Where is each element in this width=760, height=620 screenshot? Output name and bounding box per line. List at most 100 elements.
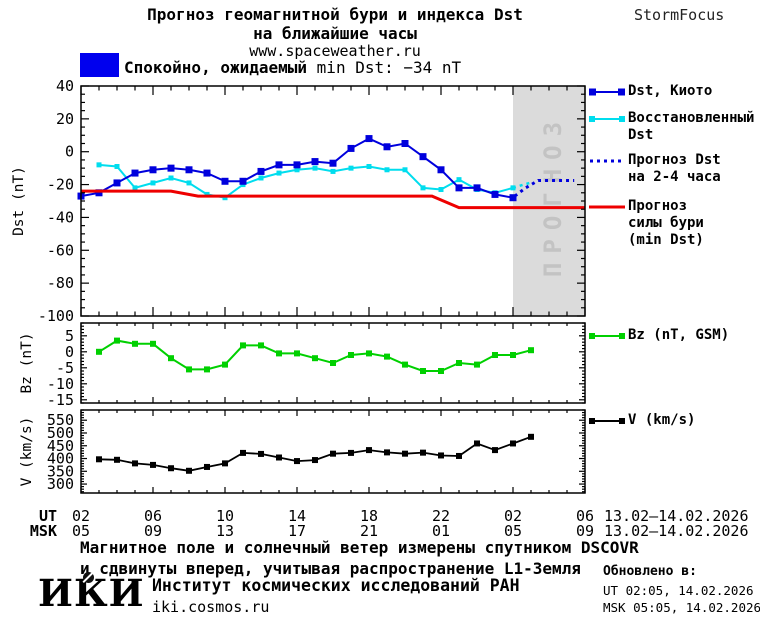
- svg-text:-15: -15: [47, 391, 74, 409]
- svg-text:05: 05: [504, 522, 522, 540]
- svg-text:13.02–14.02.2026: 13.02–14.02.2026: [604, 507, 749, 525]
- dst-forecast-marker-icon: [590, 159, 625, 163]
- svg-text:02: 02: [72, 507, 90, 525]
- svg-text:40: 40: [56, 77, 74, 95]
- svg-text:-10: -10: [47, 375, 74, 393]
- series-v-km-s-: [96, 433, 534, 474]
- website-link[interactable]: www.spaceweather.ru: [249, 42, 421, 60]
- svg-text:14: 14: [288, 507, 306, 525]
- svg-text:22: 22: [432, 507, 450, 525]
- svg-text:300: 300: [47, 475, 74, 493]
- v-marker-icon: [589, 418, 625, 424]
- axis-ticks: [80, 85, 586, 317]
- status-text-en: min Dst: −34 nT: [316, 58, 462, 77]
- storm-level-swatch: [80, 53, 119, 77]
- satellite-dot-icon: [82, 572, 94, 583]
- updated-ut: UT 02:05, 14.02.2026: [603, 583, 754, 598]
- status-text: Спокойно, ожидаемый min Dst: −34 nT: [124, 58, 461, 77]
- series-dst-: [77, 135, 517, 202]
- dst-legend: Dst, Киото Восстановленный Dst Прогноз D…: [589, 83, 759, 263]
- svg-text:5: 5: [65, 327, 74, 345]
- legend-label: Bz (nT, GSM): [628, 327, 730, 343]
- y-tick-labels: 50-5-10-15: [47, 327, 74, 409]
- legend-item-dst-forecast: Прогноз Dst на 2-4 часа: [589, 152, 721, 186]
- bz-legend: Bz (nT, GSM): [589, 327, 759, 347]
- ut-row: UT 02 06 10 14 18 22 02 06 13.02–14.02.2026: [39, 507, 749, 525]
- bz-marker-icon: [589, 333, 625, 339]
- svg-text:450: 450: [47, 437, 74, 455]
- updated-label: Обновлено в:: [603, 564, 697, 579]
- svg-text:21: 21: [360, 522, 378, 540]
- legend-item-v: V (km/s): [589, 412, 695, 429]
- svg-text:UT: UT: [39, 507, 57, 525]
- institute-site-link[interactable]: iki.cosmos.ru: [152, 598, 270, 616]
- v-legend: V (km/s): [589, 412, 759, 432]
- svg-text:-5: -5: [56, 359, 74, 377]
- dst-chart-panel: ПРОГНОЗ 40 20 0 -20 -40 -60 -80 -100 Dst (nT): [11, 77, 586, 325]
- svg-text:09: 09: [144, 522, 162, 540]
- updated-msk: MSK 05:05, 14.02.2026: [603, 600, 760, 615]
- forecast-band: [513, 86, 585, 316]
- svg-text:13.02–14.02.2026: 13.02–14.02.2026: [604, 522, 749, 540]
- svg-text:09: 09: [576, 522, 594, 540]
- series--min-dst-: [81, 189, 585, 210]
- v-axis-title: V (km/s): [19, 417, 35, 487]
- brand-label: StormFocus: [634, 6, 725, 24]
- footnote-line1: Магнитное поле и солнечный ветер измерен…: [80, 538, 639, 557]
- svg-text:-40: -40: [47, 208, 74, 226]
- legend-label: Dst, Киото: [628, 83, 713, 99]
- svg-text:01: 01: [432, 522, 450, 540]
- svg-text:500: 500: [47, 424, 74, 442]
- svg-text:10: 10: [216, 507, 234, 525]
- institute-name: Институт космических исследований РАН: [152, 576, 520, 595]
- dst-kyoto-marker-icon: [589, 88, 625, 96]
- svg-text:-20: -20: [47, 176, 74, 194]
- logo-letter-i1: И: [38, 571, 74, 615]
- page-subtitle: на ближайшие часы: [253, 24, 417, 43]
- header: Прогноз геомагнитной бури и индекса Dst …: [85, 5, 585, 60]
- svg-text:05: 05: [72, 522, 90, 540]
- bz-chart-panel: 50-5-10-15 Bz (nT): [19, 322, 586, 409]
- svg-text:-100: -100: [38, 307, 74, 325]
- axis-ticks: [80, 322, 586, 404]
- legend-item-bz: Bz (nT, GSM): [589, 327, 729, 344]
- svg-text:-80: -80: [47, 274, 74, 292]
- bz-axis-title: Bz (nT): [19, 332, 35, 393]
- page-title: Прогноз геомагнитной бури и индекса Dst: [147, 5, 523, 24]
- dst-axis-title: Dst (nT): [11, 166, 27, 236]
- axis-ticks: [80, 409, 586, 493]
- svg-text:0: 0: [65, 343, 74, 361]
- dst-restored-marker-icon: [589, 116, 625, 122]
- msk-row: MSK 05 09 13 17 21 01 05 09 13.02–14.02.2026: [30, 522, 749, 540]
- svg-text:MSK: MSK: [30, 522, 57, 540]
- logo-letter-k: К: [73, 571, 109, 615]
- svg-text:350: 350: [47, 462, 74, 480]
- svg-text:17: 17: [288, 522, 306, 540]
- legend-item-dst-kyoto: Dst, Киото: [589, 83, 712, 100]
- y-tick-labels: 40 20 0 -20 -40 -60 -80 -100: [38, 77, 74, 325]
- svg-text:18: 18: [360, 507, 378, 525]
- svg-text:20: 20: [56, 110, 74, 128]
- legend-label: Прогноз силы бури (min Dst): [628, 198, 704, 248]
- svg-text:13: 13: [216, 522, 234, 540]
- footnote-line2: и сдвинуты вперед, учитывая распростране…: [80, 559, 581, 578]
- svg-text:400: 400: [47, 450, 74, 468]
- series-bz-nt-gsm-: [96, 337, 534, 374]
- svg-text:06: 06: [144, 507, 162, 525]
- forecast-watermark: ПРОГНОЗ: [539, 113, 567, 277]
- logo-letter-i2: И: [108, 571, 145, 615]
- storm-force-marker-icon: [589, 205, 625, 209]
- legend-item-dst-restored: Восстановленный Dst: [589, 110, 754, 144]
- svg-text:06: 06: [576, 507, 594, 525]
- legend-item-storm-force: Прогноз силы бури (min Dst): [589, 198, 704, 249]
- iki-logo: ИК И: [38, 571, 145, 615]
- svg-text:0: 0: [65, 143, 74, 161]
- legend-label: V (km/s): [628, 412, 696, 428]
- legend-label: Восстановленный Dst: [628, 110, 755, 143]
- status-text-ru: Спокойно, ожидаемый: [124, 58, 308, 77]
- legend-label: Прогноз Dst на 2-4 часа: [628, 152, 721, 185]
